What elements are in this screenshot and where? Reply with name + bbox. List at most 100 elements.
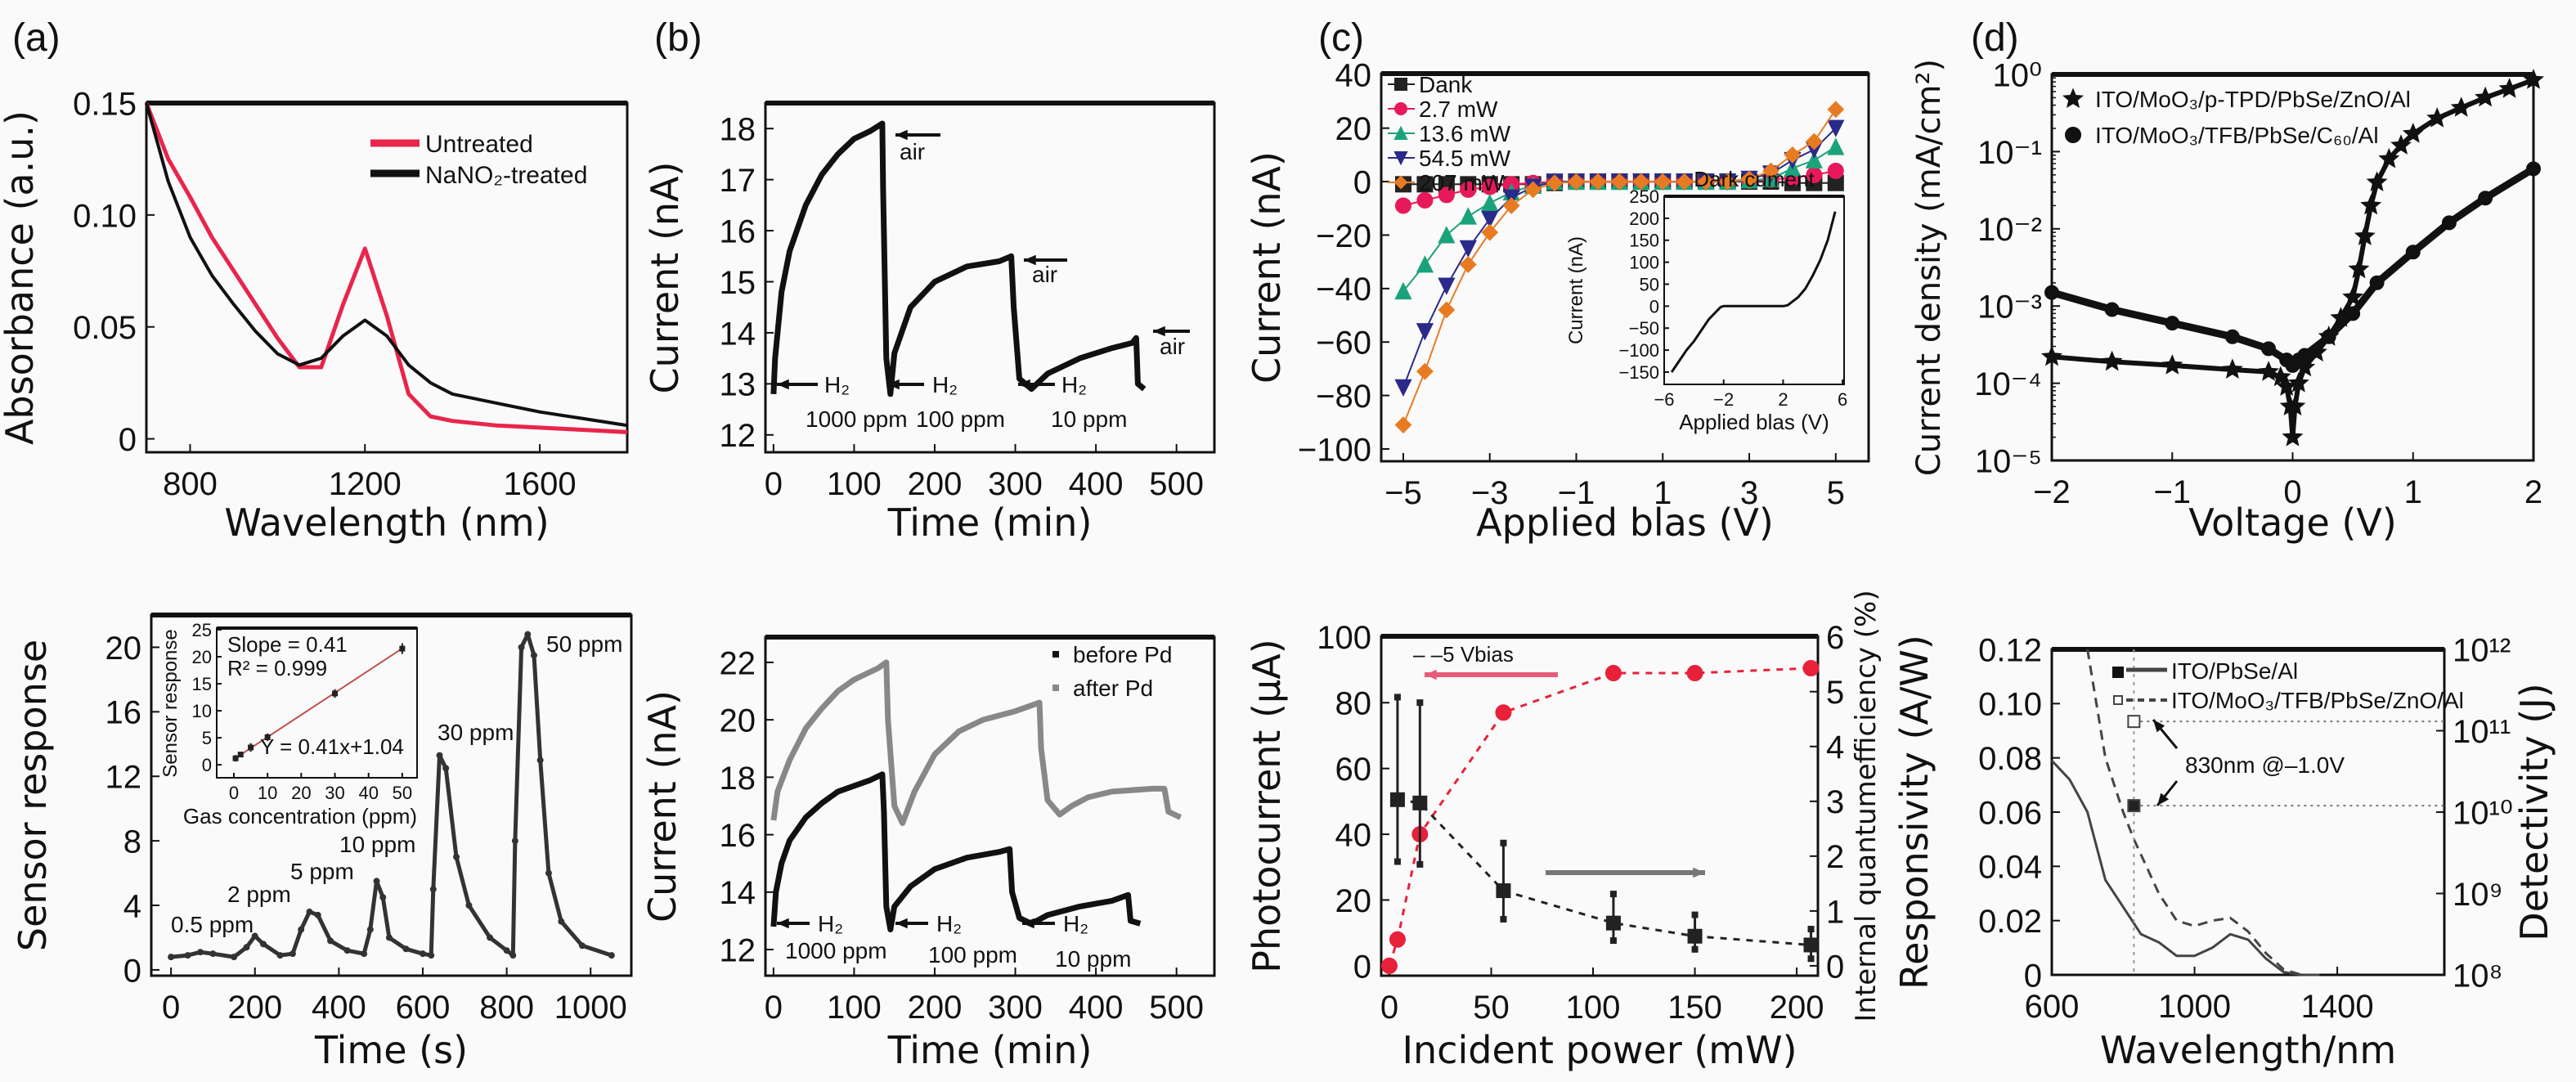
data-point bbox=[1481, 193, 1499, 212]
legend-label: ITO/MoO₃/p-TPD/PbSe/ZnO/Al bbox=[2095, 87, 2411, 112]
data-point bbox=[509, 952, 517, 959]
x-tick-label: 500 bbox=[1149, 466, 1204, 502]
y-tick-label: −60 bbox=[1316, 325, 1371, 361]
data-point bbox=[608, 952, 615, 959]
data-point bbox=[314, 911, 321, 918]
legend-label: before Pd bbox=[1073, 642, 1172, 667]
x-axis-title: Wavelength (nm) bbox=[224, 501, 549, 545]
x-tick-label: 300 bbox=[988, 990, 1043, 1026]
data-point bbox=[2441, 215, 2457, 231]
data-point bbox=[2348, 258, 2370, 279]
y-tick-label: 0.06 bbox=[1978, 795, 2042, 831]
data-point bbox=[2297, 348, 2313, 363]
data-point bbox=[545, 869, 552, 877]
inset-x-axis-title: Gas concentration (ppm) bbox=[183, 804, 417, 828]
annotation-concentration: 10 ppm bbox=[339, 832, 415, 857]
data-point bbox=[332, 690, 339, 697]
x-tick-label: 100 bbox=[827, 466, 882, 502]
data-point bbox=[232, 755, 239, 761]
data-point bbox=[237, 752, 244, 758]
y-tick-label: −150 bbox=[1618, 362, 1659, 383]
x-axis-title: Incident power (mW) bbox=[1402, 1028, 1797, 1072]
data-point bbox=[1416, 191, 1434, 209]
data-point bbox=[419, 950, 426, 958]
h2-arrow-head bbox=[777, 918, 789, 929]
data-point bbox=[361, 950, 368, 958]
y-tick-label: 0 bbox=[1353, 164, 1371, 200]
data-point bbox=[578, 942, 586, 950]
series-line-5-0 bbox=[770, 771, 1142, 932]
data-point bbox=[2345, 306, 2361, 321]
annotation-concentration: 2 ppm bbox=[227, 882, 291, 907]
legend-marker bbox=[1394, 78, 1407, 91]
data-point bbox=[2498, 78, 2520, 98]
series-line-7-0 bbox=[2050, 759, 2320, 976]
x-tick-label: 100 bbox=[827, 990, 882, 1026]
annotation-h2: H₂ bbox=[936, 911, 962, 936]
legend-marker bbox=[1052, 685, 1059, 691]
data-point bbox=[429, 886, 437, 893]
data-point bbox=[1589, 173, 1607, 191]
legend-marker bbox=[2062, 88, 2085, 108]
data-point bbox=[1827, 137, 1845, 155]
data-point bbox=[1416, 255, 1434, 273]
data-point bbox=[1394, 379, 1412, 397]
error-cap bbox=[1393, 694, 1401, 701]
x-axis-title: Time (min) bbox=[887, 501, 1093, 545]
y2-tick-label: 5 bbox=[1826, 675, 1844, 711]
inset-background bbox=[1664, 196, 1844, 384]
data-point bbox=[1496, 883, 1511, 899]
data-point bbox=[530, 652, 537, 659]
air-arrow-head bbox=[1153, 325, 1165, 337]
x-tick-label: 600 bbox=[2025, 989, 2080, 1025]
fit-equation-text: Y = 0.41x+1.04 bbox=[260, 734, 404, 759]
y-tick-label: 12 bbox=[720, 418, 756, 454]
legend-label: 54.5 mW bbox=[1419, 146, 1511, 171]
data-point bbox=[453, 853, 460, 860]
data-point bbox=[264, 734, 271, 740]
annotation-h2: H₂ bbox=[1061, 372, 1087, 397]
y2-axis-title: Detectivity (J) bbox=[2512, 683, 2556, 941]
data-point bbox=[536, 757, 544, 764]
plot-frame bbox=[1380, 635, 1820, 977]
y-tick-label: 0 bbox=[1649, 296, 1659, 317]
data-point bbox=[1610, 173, 1628, 191]
error-cap bbox=[1393, 858, 1401, 865]
data-point bbox=[1762, 162, 1779, 180]
y-tick-label: 0.10 bbox=[73, 198, 137, 234]
y-tick-label: 4 bbox=[123, 888, 141, 924]
y-tick-label: 8 bbox=[123, 824, 141, 860]
x-tick-label: 0 bbox=[229, 783, 239, 803]
data-point bbox=[1416, 362, 1434, 380]
y-tick-label: 20 bbox=[1335, 883, 1372, 919]
annotation-h2: H₂ bbox=[824, 372, 850, 397]
data-point bbox=[1380, 957, 1398, 974]
inset-y-axis-title: Current (nA) bbox=[1565, 236, 1587, 344]
data-point bbox=[2450, 97, 2472, 117]
data-point bbox=[2040, 345, 2063, 366]
y-tick-label: 0.02 bbox=[1978, 904, 2042, 940]
y-tick-label: 80 bbox=[1335, 686, 1372, 722]
legend-label: 13.6 mW bbox=[1419, 121, 1511, 146]
y-tick-label: 10 bbox=[192, 701, 212, 721]
panel-label-d: (d) bbox=[1971, 16, 2019, 60]
y-tick-label: −100 bbox=[1298, 432, 1371, 468]
y-tick-label: 18 bbox=[720, 112, 756, 148]
x-tick-label: 10 bbox=[258, 783, 277, 803]
data-point bbox=[379, 894, 387, 901]
panel-label-b: (b) bbox=[654, 16, 702, 60]
data-point bbox=[1459, 207, 1477, 225]
x-tick-label: 2 bbox=[2524, 474, 2542, 510]
y-tick-label: 0 bbox=[202, 755, 212, 775]
y-tick-label: 10⁻⁵ bbox=[1975, 443, 2042, 479]
x-tick-label: 100 bbox=[1566, 990, 1621, 1026]
panel-label-a: (a) bbox=[12, 16, 61, 60]
data-point bbox=[1524, 181, 1542, 199]
legend-label: 207 mW bbox=[1419, 170, 1505, 195]
y-tick-label: 20 bbox=[192, 647, 212, 667]
right-axis-arrow-head bbox=[1693, 867, 1705, 878]
data-point bbox=[1394, 281, 1412, 300]
legend-label: NaNO₂-treated bbox=[425, 162, 587, 189]
y2-tick-label: 10¹⁰ bbox=[2453, 795, 2513, 831]
data-point bbox=[2161, 354, 2183, 375]
